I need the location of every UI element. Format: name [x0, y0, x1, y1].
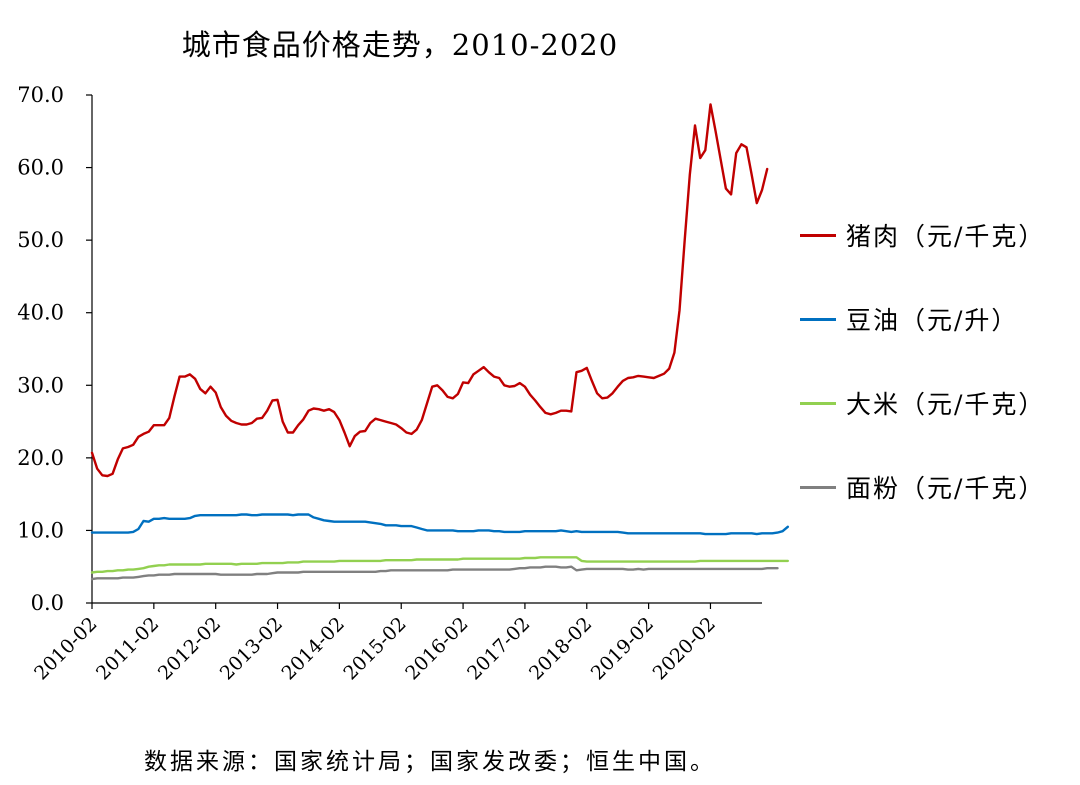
chart-title: 城市食品价格走势，2010-2020 [181, 28, 619, 62]
y-tick-label: 40.0 [17, 301, 64, 325]
x-tick-label: 2018-02 [525, 613, 596, 684]
legend-label: 猪肉（元/千克） [846, 222, 1046, 251]
legend-item: 猪肉（元/千克） [800, 220, 1046, 251]
line-chart: 0.010.020.030.040.050.060.070.02010-0220… [17, 83, 789, 684]
series-line-2 [90, 556, 789, 574]
chart-legend: 猪肉（元/千克） 豆油（元/升） 大米（元/千克） 面粉（元/千克） [800, 0, 1080, 600]
series-line-0 [90, 103, 769, 478]
y-tick-label: 10.0 [17, 518, 64, 542]
y-tick-label: 30.0 [17, 373, 64, 397]
y-tick-label: 50.0 [17, 228, 64, 252]
legend-label: 面粉（元/千克） [846, 474, 1046, 503]
source-note: 数据来源：国家统计局；国家发改委；恒生中国。 [144, 749, 716, 775]
x-tick-label: 2013-02 [216, 613, 287, 684]
legend-swatch [800, 233, 836, 237]
legend-swatch [800, 401, 836, 405]
series-line-1 [90, 513, 789, 536]
series-line-3 [90, 565, 779, 581]
legend-label: 豆油（元/升） [846, 306, 1019, 335]
chart-axes: 0.010.020.030.040.050.060.070.02010-0220… [17, 83, 762, 684]
x-tick-label: 2016-02 [401, 613, 472, 684]
x-tick-label: 2014-02 [278, 613, 349, 684]
legend-swatch [800, 317, 836, 321]
chart-series [90, 103, 789, 581]
y-tick-label: 60.0 [17, 156, 64, 180]
x-tick-label: 2010-02 [30, 613, 101, 684]
x-tick-label: 2020-02 [649, 613, 720, 684]
y-tick-label: 20.0 [17, 446, 64, 470]
y-tick-label: 0.0 [31, 591, 64, 615]
x-tick-label: 2012-02 [154, 613, 225, 684]
legend-item: 豆油（元/升） [800, 304, 1019, 335]
legend-swatch [800, 485, 836, 489]
legend-label: 大米（元/千克） [846, 390, 1046, 419]
x-tick-label: 2017-02 [463, 613, 534, 684]
x-tick-label: 2019-02 [587, 613, 658, 684]
legend-item: 大米（元/千克） [800, 388, 1046, 419]
y-tick-label: 70.0 [17, 83, 64, 107]
legend-item: 面粉（元/千克） [800, 472, 1046, 503]
x-tick-label: 2015-02 [339, 613, 410, 684]
x-tick-label: 2011-02 [92, 613, 163, 684]
